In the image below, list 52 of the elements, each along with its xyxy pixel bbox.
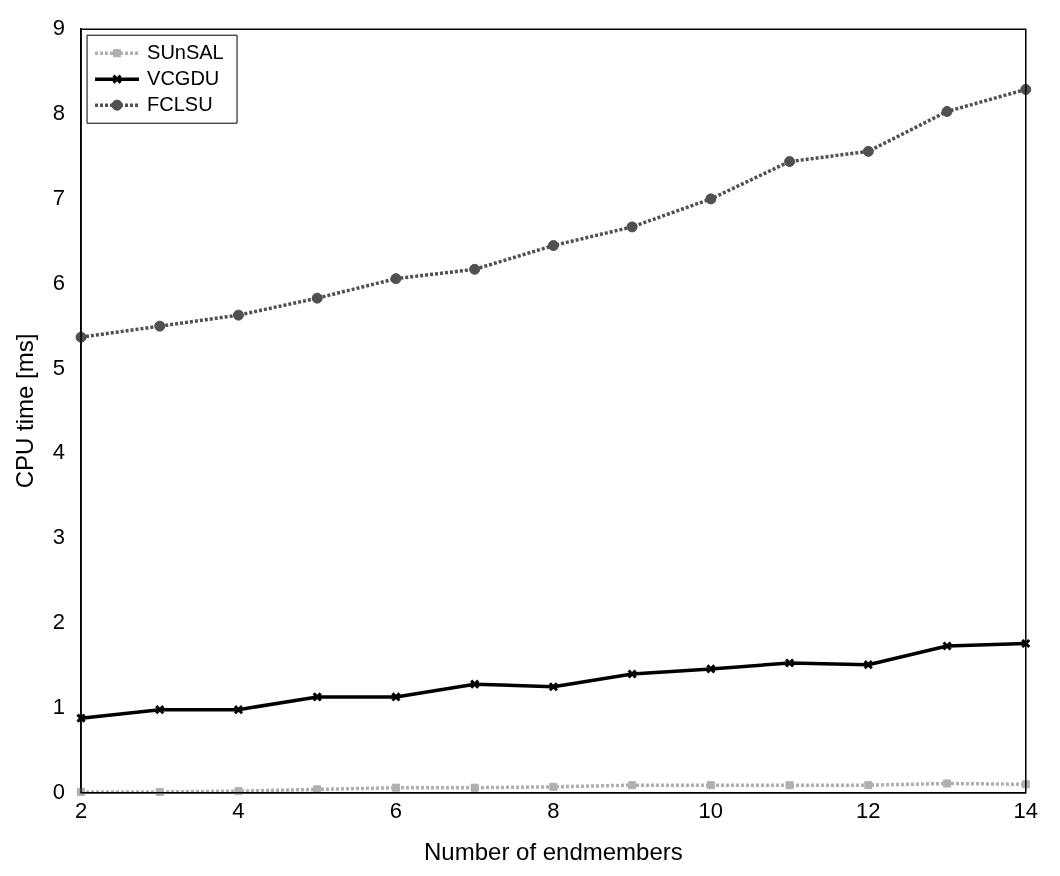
point <box>233 704 244 715</box>
point <box>391 783 400 792</box>
point <box>784 156 796 168</box>
y-tick-label: 3 <box>52 524 66 550</box>
point <box>941 106 953 117</box>
point <box>863 659 874 670</box>
point <box>862 145 874 157</box>
y-tick-label: 5 <box>52 354 66 380</box>
y-tick-label: 7 <box>52 184 66 210</box>
point <box>390 691 401 702</box>
y-axis-title: CPU time [ms] <box>11 333 39 489</box>
point <box>470 783 479 792</box>
x-tick-label: 2 <box>74 798 88 824</box>
point <box>154 320 166 332</box>
y-tick-label: 9 <box>52 15 66 41</box>
x-tick-label: 6 <box>389 798 403 824</box>
point <box>705 663 716 674</box>
point <box>706 781 715 790</box>
y-tick-label: 2 <box>52 609 66 635</box>
point <box>705 193 717 205</box>
point <box>469 263 481 275</box>
point <box>628 781 637 790</box>
point <box>627 668 638 680</box>
point <box>548 681 559 692</box>
y-tick-label: 4 <box>52 439 66 465</box>
point <box>390 273 402 285</box>
legend-label: FCLSU <box>147 92 213 115</box>
legend-label: SUnSAL <box>147 40 224 63</box>
point <box>547 240 559 252</box>
point <box>942 640 953 652</box>
y-tick-label: 8 <box>52 100 66 126</box>
point <box>785 781 794 790</box>
point <box>864 781 873 790</box>
legend-label: VCGDU <box>147 66 220 89</box>
point <box>232 309 244 321</box>
point <box>549 782 558 791</box>
point <box>154 704 165 715</box>
y-tick-label: 1 <box>52 694 66 720</box>
x-axis-title: Number of endmembers <box>424 838 683 866</box>
x-tick-label: 10 <box>698 798 724 824</box>
point <box>312 691 323 702</box>
x-tick-label: 14 <box>1013 798 1039 824</box>
x-tick-label: 4 <box>232 798 245 824</box>
point <box>311 292 323 304</box>
point <box>626 221 638 233</box>
y-tick-label: 0 <box>52 778 66 804</box>
x-tick-label: 8 <box>547 798 560 824</box>
y-tick-label: 6 <box>52 269 66 295</box>
x-tick-label: 12 <box>856 798 881 824</box>
point <box>784 657 795 669</box>
point <box>943 779 952 788</box>
point <box>469 679 480 690</box>
